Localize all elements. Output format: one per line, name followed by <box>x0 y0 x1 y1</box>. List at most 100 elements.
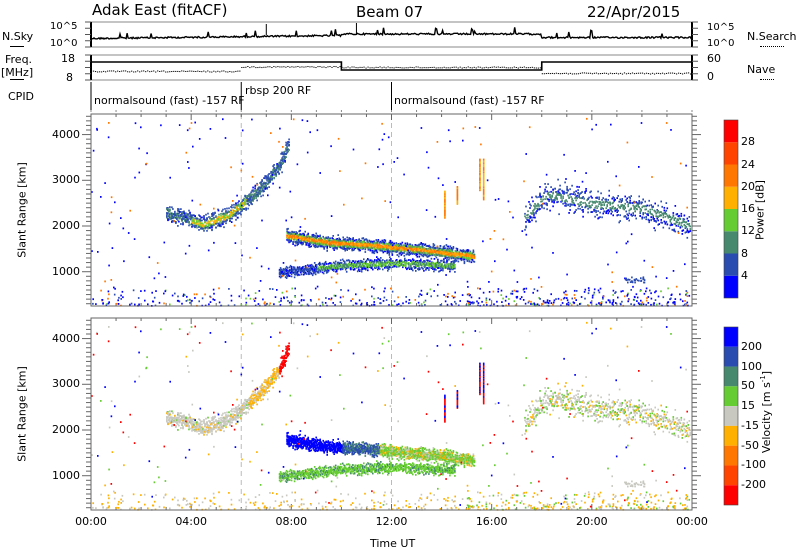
power-echo-cell <box>255 193 257 196</box>
nave-point <box>267 66 269 68</box>
power-echo-cell <box>182 221 184 224</box>
velocity-echo-cell <box>285 345 287 348</box>
velocity-echo-cell <box>217 426 219 429</box>
power-echo-cell <box>222 223 224 225</box>
power-echo-cell <box>325 242 327 245</box>
nave-point <box>331 66 333 68</box>
velocity-echo-cell <box>396 452 399 454</box>
nave-point <box>581 72 584 74</box>
velocity-echo-cell <box>354 451 356 454</box>
power-echo-cell <box>370 244 373 247</box>
power-echo-cell <box>356 241 358 243</box>
power-echo-cell <box>223 218 225 221</box>
velocity-echo-cell <box>337 446 339 449</box>
velocity-echo-cell <box>210 427 212 430</box>
power-echo-cell <box>391 249 394 252</box>
velocity-echo-cell <box>250 404 252 406</box>
power-echo-cell <box>215 216 217 218</box>
nave-point <box>567 73 569 75</box>
velocity-echo-cell <box>287 435 289 438</box>
nave-point <box>675 73 678 75</box>
power-echo-cell <box>189 215 191 217</box>
velocity-echo-cell <box>312 445 314 448</box>
power-echo-cell <box>314 237 316 240</box>
velocity-echo-cell <box>270 379 272 382</box>
power-echo-cell <box>386 243 389 245</box>
power-echo-cell <box>223 215 225 218</box>
nave-point <box>147 70 149 72</box>
velocity-echo-cell <box>370 451 373 454</box>
velocity-echo-cell <box>264 390 266 392</box>
nave-point <box>335 66 337 68</box>
velocity-echo-cell <box>289 435 291 438</box>
velocity-echo-cell <box>185 417 187 420</box>
power-echo-cell <box>186 218 188 221</box>
power-echo-cell <box>376 247 379 250</box>
power-echo-cell <box>236 212 238 215</box>
velocity-echo-cell <box>344 453 346 456</box>
power-echo-cell <box>302 235 304 237</box>
power-echo-cell <box>177 212 179 215</box>
velocity-echo-cell <box>407 449 410 451</box>
velocity-echo-cell <box>373 451 376 453</box>
power-echo-cell <box>228 211 230 213</box>
power-echo-cell <box>306 240 308 243</box>
velocity-echo-cell <box>319 448 321 450</box>
velocity-echo-cell <box>214 415 216 418</box>
velocity-echo-cell <box>353 450 355 452</box>
power-echo-cell <box>201 222 203 225</box>
power-echo-cell <box>173 213 175 216</box>
nave-point <box>217 70 219 72</box>
nave-point <box>447 67 449 69</box>
velocity-echo-cell <box>267 383 269 386</box>
power-echo-cell <box>270 175 272 178</box>
power-echo-cell <box>382 241 385 243</box>
power-echo-cell <box>401 246 404 248</box>
power-echo-cell <box>315 236 317 239</box>
velocity-echo-cell <box>206 421 208 424</box>
velocity-echo-cell <box>388 451 391 453</box>
power-echo-cell <box>339 246 341 249</box>
power-echo-cell <box>261 179 263 181</box>
velocity-echo-cell <box>297 443 299 446</box>
velocity-echo-cell <box>177 413 179 416</box>
velocity-echo-cell <box>254 391 256 394</box>
power-echo-cell <box>221 210 223 213</box>
power-echo-cell <box>357 239 359 242</box>
nave-point <box>245 66 247 68</box>
power-echo-cell <box>382 242 385 245</box>
power-echo-cell <box>312 240 314 243</box>
velocity-echo-cell <box>349 450 351 452</box>
nave-point <box>311 66 313 68</box>
power-echo-cell <box>362 247 365 250</box>
power-echo-cell <box>198 220 200 223</box>
power-echo-cell <box>214 211 216 214</box>
velocity-echo-cell <box>196 424 198 427</box>
power-echo-cell <box>217 222 219 225</box>
nave-point <box>399 67 401 69</box>
power-echo-cell <box>337 240 339 243</box>
power-echo-cell <box>403 251 406 253</box>
velocity-echo-cell <box>391 453 394 456</box>
nave-point <box>513 66 515 68</box>
power-echo-cell <box>238 212 240 215</box>
velocity-echo-cell <box>262 391 264 393</box>
power-echo-cell <box>393 242 396 245</box>
power-echo-cell <box>288 237 290 239</box>
power-echo-cell <box>212 217 214 220</box>
power-echo-cell <box>281 152 283 155</box>
velocity-echo-cell <box>288 353 290 355</box>
power-echo-cell <box>366 239 369 242</box>
power-echo-cell <box>196 220 198 223</box>
velocity-echo-cell <box>384 449 387 452</box>
power-echo-cell <box>268 179 270 182</box>
velocity-echo-cell <box>342 452 344 454</box>
power-echo-cell <box>276 164 278 166</box>
power-echo-cell <box>308 235 310 238</box>
nave-point <box>649 73 652 75</box>
power-echo-cell <box>383 250 386 253</box>
power-echo-cell <box>262 187 264 189</box>
power-echo-cell <box>201 227 203 229</box>
power-echo-cell <box>384 249 387 252</box>
